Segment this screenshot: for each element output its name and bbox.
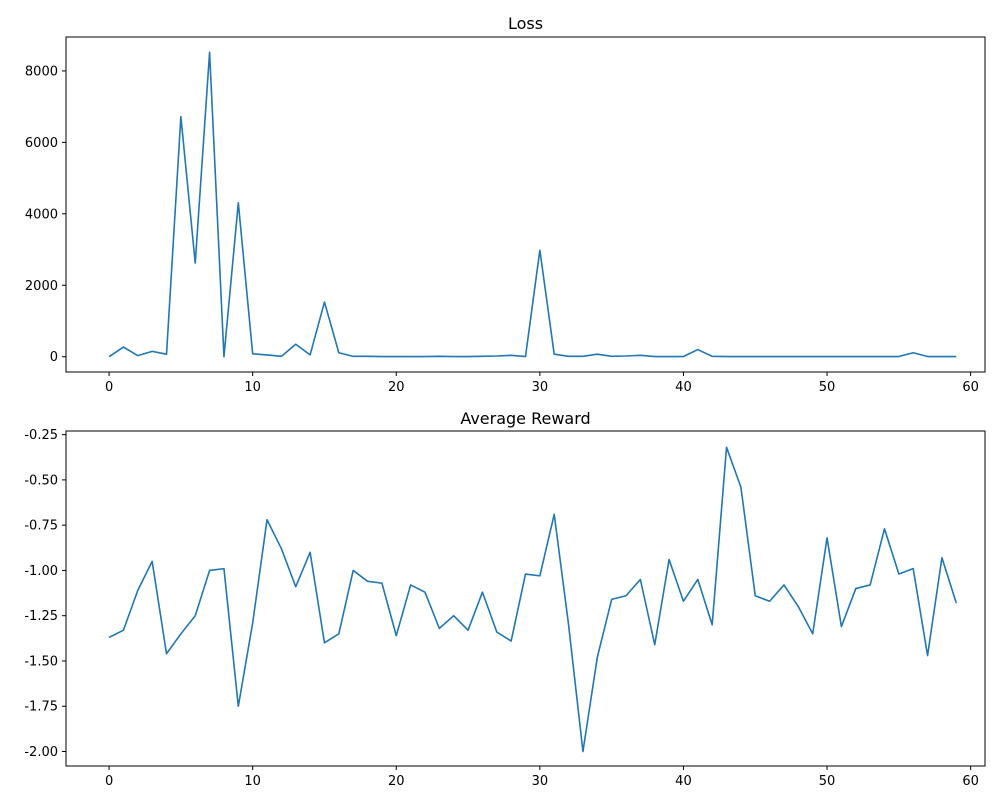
loss-chart-title: Loss — [508, 14, 543, 33]
loss-chart-panel: Loss 0 10 20 30 40 50 60 0 2000 4000 6000 8000 — [25, 14, 986, 395]
reward-chart-panel: Average Reward 0 10 20 30 40 50 60 -2.00 -1.75 -1… — [24, 409, 986, 789]
reward-x-tick-label: 20 — [388, 774, 405, 789]
loss-x-tick-label: 20 — [388, 380, 405, 395]
loss-y-tick-label: 2000 — [25, 279, 58, 294]
loss-x-tick-label: 30 — [532, 380, 549, 395]
loss-y-tick-label: 4000 — [25, 207, 58, 222]
loss-x-tick-label: 50 — [819, 380, 836, 395]
loss-x-tick-label: 60 — [962, 380, 979, 395]
loss-x-tick-label: 0 — [105, 380, 113, 395]
reward-y-tick-label: -1.00 — [24, 564, 58, 579]
loss-axes-frame — [65, 36, 986, 373]
reward-y-tick-label: -0.25 — [24, 428, 58, 443]
loss-y-tick-label: 8000 — [25, 64, 58, 79]
reward-y-tick-label: -0.50 — [24, 473, 58, 488]
reward-axes-frame — [65, 430, 986, 767]
reward-x-tick-label: 60 — [962, 774, 979, 789]
loss-series-line — [108, 51, 957, 358]
loss-x-tick-label: 40 — [675, 380, 692, 395]
reward-y-tick-label: -1.50 — [24, 654, 58, 669]
reward-y-tick-label: -0.75 — [24, 519, 58, 534]
reward-y-tick-label: -1.25 — [24, 609, 58, 624]
reward-x-tick-label: 50 — [819, 774, 836, 789]
loss-y-tick-label: 6000 — [25, 136, 58, 151]
loss-y-tick-label: 0 — [50, 350, 58, 365]
reward-chart-title: Average Reward — [460, 409, 590, 428]
reward-x-tick-label: 0 — [105, 774, 113, 789]
reward-series-line — [108, 446, 958, 753]
reward-y-tick-label: -1.75 — [24, 700, 58, 715]
loss-x-tick-label: 10 — [244, 380, 261, 395]
reward-x-tick-label: 10 — [244, 774, 261, 789]
reward-x-tick-label: 30 — [532, 774, 549, 789]
reward-x-tick-label: 40 — [675, 774, 692, 789]
reward-y-tick-label: -2.00 — [24, 745, 58, 760]
